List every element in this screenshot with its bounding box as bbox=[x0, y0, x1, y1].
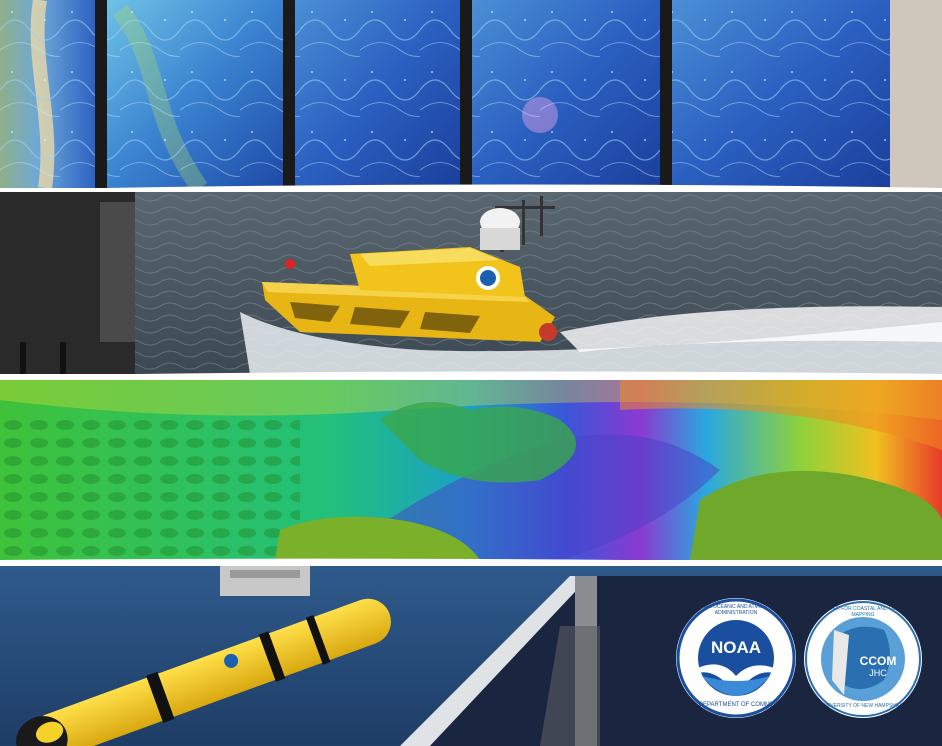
ccom-label: CCOM bbox=[859, 654, 897, 668]
ccom-emblem bbox=[805, 601, 921, 717]
jhc-label: JHC bbox=[869, 668, 887, 678]
ocean-current-display-panel bbox=[0, 0, 942, 188]
noaa-ring-text-top: NATIONAL OCEANIC AND ATMOSPHERIC ADMINIS… bbox=[687, 604, 785, 616]
seafloor-bathymetry-map bbox=[0, 380, 942, 560]
seafloor-bathymetry-panel bbox=[0, 380, 942, 560]
noaa-emblem bbox=[676, 598, 796, 718]
underwater-glider-panel: NOAA NATIONAL OCEANIC AND ATMOSPHERIC AD… bbox=[0, 566, 942, 746]
noaa-badge-text: NOAA bbox=[710, 638, 762, 657]
ocean-current-display-screens bbox=[0, 0, 942, 188]
panel-divider bbox=[0, 371, 942, 384]
panel-divider bbox=[0, 184, 942, 198]
autonomous-surface-vessel bbox=[0, 192, 942, 374]
noaa-ring-text-bottom: U.S. DEPARTMENT OF COMMERCE bbox=[685, 702, 787, 708]
noaa-logo: NOAA NATIONAL OCEANIC AND ATMOSPHERIC AD… bbox=[676, 598, 796, 718]
autonomous-surface-vessel-panel bbox=[0, 192, 942, 374]
ccom-ring-text-bottom: UNIVERSITY OF NEW HAMPSHIRE bbox=[821, 703, 905, 709]
panel-divider bbox=[0, 558, 942, 570]
ccom-jhc-logo: CENTER FOR COASTAL AND OCEAN MAPPING CCO… bbox=[804, 600, 922, 718]
underwater-glider bbox=[0, 566, 942, 746]
ccom-ring-text-top: CENTER FOR COASTAL AND OCEAN MAPPING bbox=[819, 606, 907, 618]
